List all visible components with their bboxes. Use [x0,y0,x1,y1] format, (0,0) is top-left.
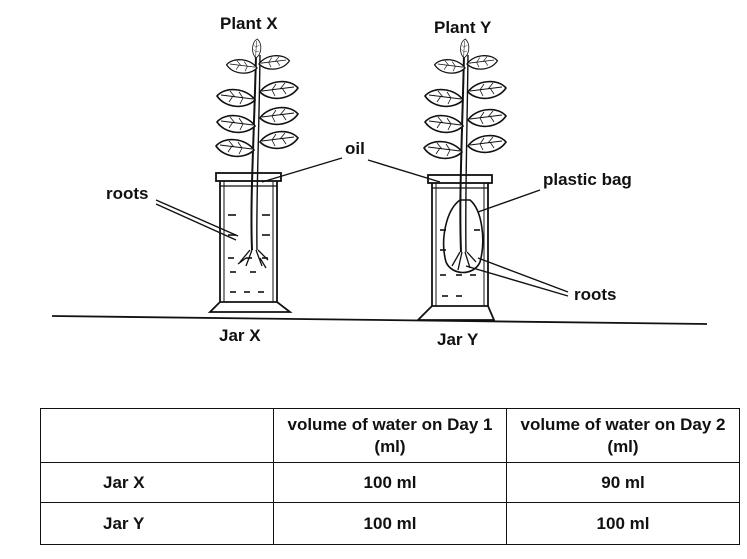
plant-y-label: Plant Y [434,18,492,37]
plant-x-leaves [215,37,299,158]
cell-jar-x-day1: 100 ml [273,462,507,503]
jar-y-label: Jar Y [437,330,479,349]
table-header-row: volume of water on Day 1 (ml) volume of … [40,408,740,463]
roots-left-label: roots [106,184,149,203]
row-label-jar-x: Jar X [40,462,274,503]
header-day1: volume of water on Day 1 (ml) [273,408,507,463]
jar-x-water-marks [228,214,270,293]
header-cell-empty [40,408,274,463]
plant-x-label: Plant X [220,14,278,33]
jar-x-label: Jar X [219,326,261,345]
plant-y-leaves [423,37,507,160]
header-day2: volume of water on Day 2 (ml) [506,408,740,463]
plastic-bag [442,199,484,274]
experiment-diagram [51,37,708,325]
cell-jar-y-day2: 100 ml [506,502,740,545]
plant-y [451,54,477,271]
ground-line [51,315,708,325]
table-row: Jar Y 100 ml 100 ml [40,502,740,545]
plant-x [237,54,269,269]
cell-jar-x-day2: 90 ml [506,462,740,503]
table-row: Jar X 100 ml 90 ml [40,462,740,503]
pointer-lines [155,157,569,297]
results-table: volume of water on Day 1 (ml) volume of … [40,408,740,545]
oil-label: oil [345,139,365,158]
cell-jar-y-day1: 100 ml [273,502,507,545]
jar-x [207,172,293,313]
row-label-jar-y: Jar Y [40,502,274,545]
roots-right-label: roots [574,285,617,304]
plastic-bag-label: plastic bag [543,170,632,189]
